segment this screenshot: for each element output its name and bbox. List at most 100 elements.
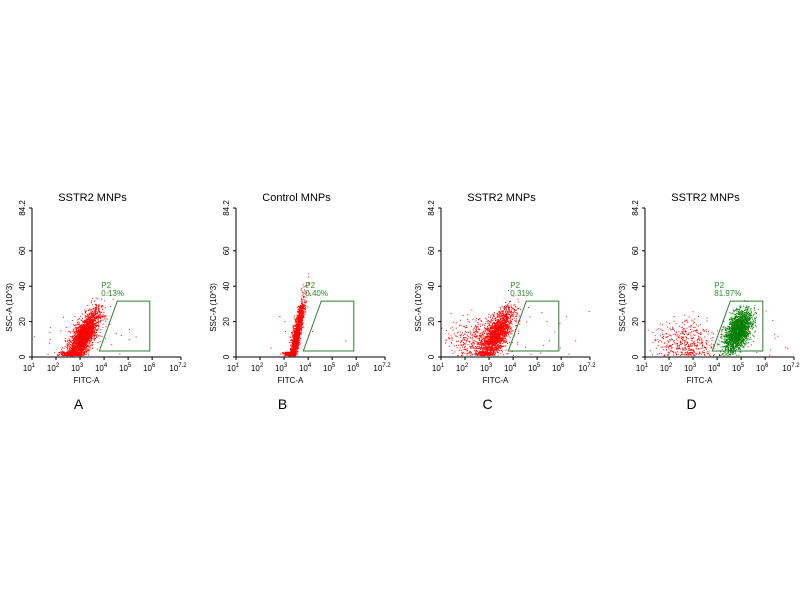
data-point xyxy=(83,325,85,327)
data-point xyxy=(493,350,495,352)
data-point xyxy=(75,343,76,345)
data-point xyxy=(305,293,306,295)
data-point xyxy=(79,330,81,332)
data-point xyxy=(289,351,291,353)
data-point xyxy=(81,351,83,353)
data-point xyxy=(298,331,300,333)
data-point xyxy=(295,320,297,322)
data-point xyxy=(84,351,86,353)
data-point xyxy=(297,346,299,348)
data-point xyxy=(511,306,512,308)
data-point xyxy=(292,325,294,327)
data-point xyxy=(301,291,303,293)
x-tick-exponent: 5 xyxy=(332,363,336,369)
data-point xyxy=(88,332,90,334)
data-point xyxy=(286,352,288,354)
data-point xyxy=(57,355,59,357)
data-point xyxy=(85,322,87,324)
data-point xyxy=(82,327,84,329)
data-point xyxy=(85,321,87,323)
data-point xyxy=(297,307,299,309)
data-point xyxy=(83,348,85,350)
data-point xyxy=(286,351,287,353)
data-point xyxy=(303,297,305,298)
data-point xyxy=(71,349,73,351)
data-point xyxy=(508,289,509,291)
data-point xyxy=(92,333,93,335)
data-point xyxy=(84,330,86,332)
plot-title: SSTR2 MNPs xyxy=(467,192,536,204)
data-point xyxy=(89,317,90,319)
data-point xyxy=(85,339,87,341)
data-point xyxy=(91,331,93,333)
data-point xyxy=(90,332,92,334)
data-point xyxy=(66,354,68,356)
data-point xyxy=(75,329,77,331)
data-point xyxy=(505,349,507,351)
data-point xyxy=(97,342,99,343)
data-point xyxy=(83,328,85,330)
data-point xyxy=(72,343,74,345)
data-point xyxy=(89,325,91,327)
data-point xyxy=(77,352,79,354)
data-point xyxy=(87,305,89,306)
data-point xyxy=(90,338,92,340)
data-point xyxy=(102,309,104,310)
data-point xyxy=(306,292,308,294)
data-point xyxy=(62,350,64,352)
data-point xyxy=(96,336,98,338)
data-point xyxy=(297,338,299,340)
data-point xyxy=(292,343,294,345)
data-point xyxy=(86,313,88,315)
data-point xyxy=(71,347,73,349)
data-point xyxy=(83,342,85,344)
data-point xyxy=(298,310,300,312)
data-point xyxy=(301,306,302,308)
data-point xyxy=(95,325,97,327)
data-point xyxy=(83,338,84,340)
data-point xyxy=(301,302,303,304)
data-point xyxy=(293,334,295,336)
data-point xyxy=(86,337,88,339)
data-point xyxy=(87,316,89,318)
data-point xyxy=(508,327,510,329)
data-point xyxy=(87,328,89,330)
data-point xyxy=(506,313,508,314)
data-point xyxy=(78,328,79,330)
data-point xyxy=(84,317,86,319)
data-point xyxy=(70,340,72,342)
data-point xyxy=(82,328,83,330)
data-point xyxy=(296,346,298,348)
data-point xyxy=(87,334,89,336)
data-point xyxy=(301,310,303,312)
data-point xyxy=(93,339,95,341)
data-point xyxy=(105,315,107,317)
x-tick-label: 107.2 xyxy=(169,363,187,373)
data-point xyxy=(84,321,86,323)
data-point xyxy=(297,325,299,327)
data-point xyxy=(78,324,79,326)
data-point xyxy=(291,350,293,352)
data-point xyxy=(82,345,84,347)
data-point xyxy=(300,323,302,325)
data-point xyxy=(293,344,294,346)
data-point xyxy=(91,321,93,323)
data-point xyxy=(70,332,71,334)
data-point xyxy=(300,307,302,309)
data-point xyxy=(508,323,510,325)
data-point xyxy=(91,329,92,331)
data-point xyxy=(95,306,97,308)
data-point xyxy=(88,349,90,351)
data-point xyxy=(89,345,91,347)
data-point xyxy=(75,340,77,342)
data-point xyxy=(305,297,307,299)
data-point xyxy=(501,349,503,351)
data-point xyxy=(83,330,85,332)
data-point xyxy=(284,352,286,354)
data-point xyxy=(496,312,498,314)
data-point xyxy=(293,337,295,339)
data-point xyxy=(290,353,292,355)
data-point xyxy=(485,351,487,353)
data-point xyxy=(80,353,82,355)
data-point xyxy=(88,323,90,325)
